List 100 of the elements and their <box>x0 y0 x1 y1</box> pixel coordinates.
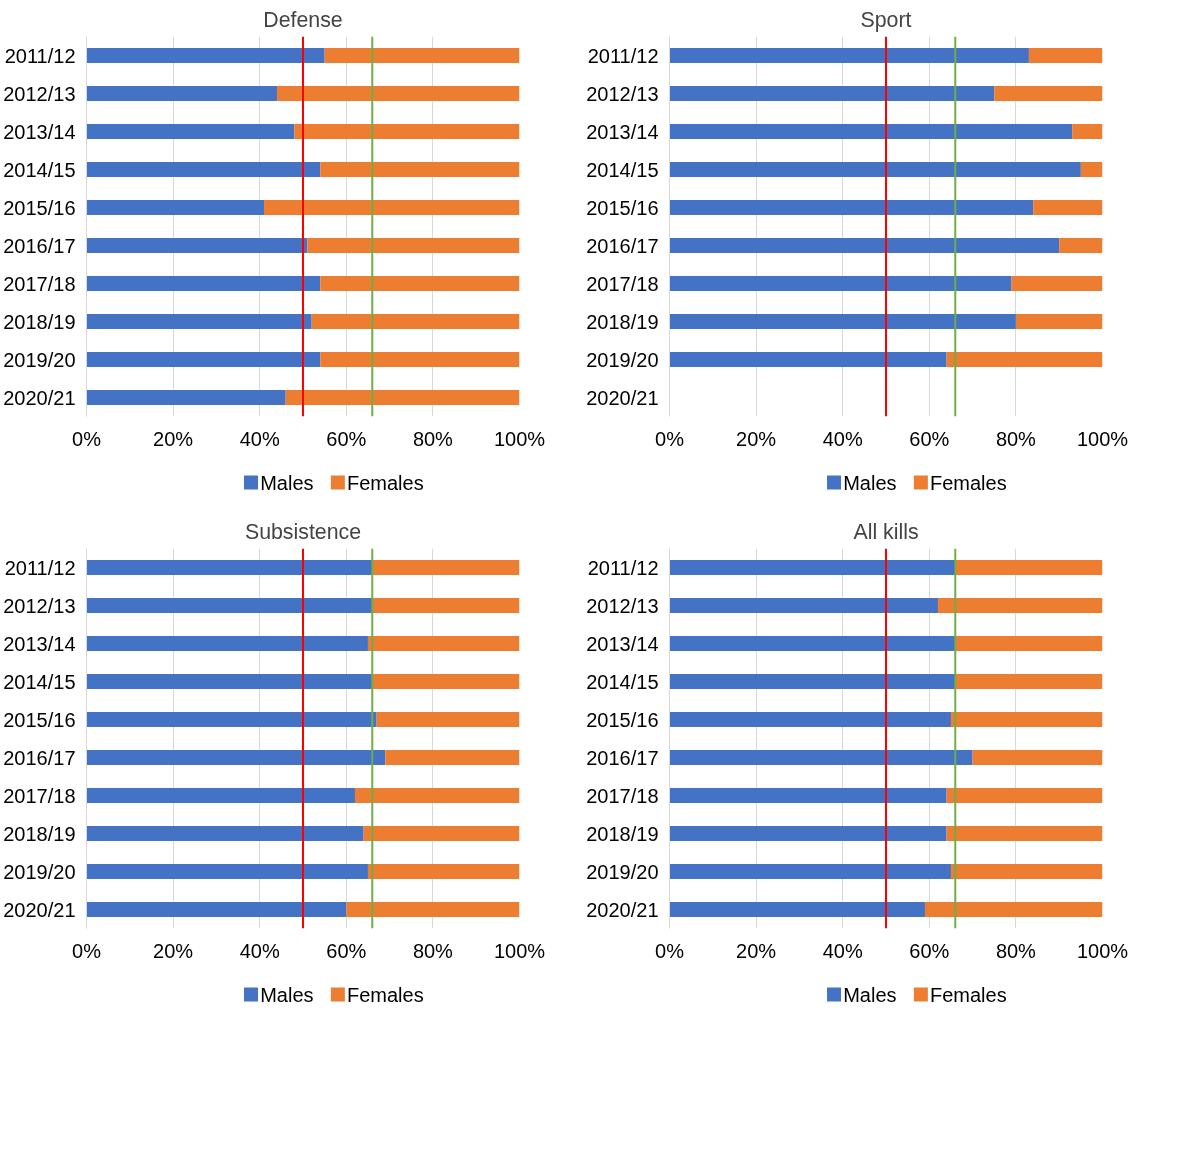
x-tick-label: 60% <box>909 427 950 450</box>
bar <box>1033 199 1103 216</box>
y-tick-label: 2016/17 <box>3 746 76 769</box>
y-tick-label: 2016/17 <box>586 746 659 769</box>
bar <box>669 863 951 880</box>
y-tick-label: 2017/18 <box>3 272 76 295</box>
y-tick-label: 2017/18 <box>3 784 76 807</box>
x-tick-label: 100% <box>1076 939 1129 962</box>
y-tick-label: 2020/21 <box>3 386 76 409</box>
bar <box>320 161 520 178</box>
bar <box>669 123 1073 140</box>
y-tick-label: 2011/12 <box>4 556 76 579</box>
bar <box>669 351 947 368</box>
bar <box>86 635 368 652</box>
y-tick-label: 2017/18 <box>586 272 659 295</box>
bar <box>1072 123 1103 140</box>
x-tick-label: 20% <box>736 427 777 450</box>
y-tick-label: 2019/20 <box>3 860 76 883</box>
y-tick-label: 2014/15 <box>3 670 76 693</box>
chart-title: Defense <box>263 7 343 32</box>
x-tick-label: 0% <box>655 427 685 450</box>
y-tick-label: 2015/16 <box>586 196 659 219</box>
bar <box>285 389 520 406</box>
bar <box>346 901 520 918</box>
y-tick-label: 2016/17 <box>586 234 659 257</box>
bar <box>950 863 1103 880</box>
y-tick-label: 2012/13 <box>586 594 659 617</box>
x-tick-label: 40% <box>239 939 280 962</box>
bar <box>372 597 520 614</box>
bar <box>86 389 286 406</box>
y-tick-label: 2020/21 <box>3 898 76 921</box>
bar <box>946 825 1103 842</box>
x-tick-label: 20% <box>153 427 194 450</box>
legend-label: Males <box>260 471 314 494</box>
bar <box>669 161 1081 178</box>
bar <box>1011 275 1103 292</box>
x-tick-label: 0% <box>655 939 685 962</box>
y-tick-label: 2018/19 <box>3 310 76 333</box>
y-tick-label: 2019/20 <box>586 348 659 371</box>
chart-title: All kills <box>853 519 919 544</box>
legend-label: Females <box>346 983 424 1006</box>
bar <box>354 787 520 804</box>
bar <box>669 237 1060 254</box>
bar <box>363 825 520 842</box>
y-tick-label: 2013/14 <box>586 632 659 655</box>
bar <box>86 559 373 576</box>
bar <box>86 901 347 918</box>
bar <box>669 559 956 576</box>
bar <box>669 787 947 804</box>
x-tick-label: 20% <box>153 939 194 962</box>
bar <box>1015 313 1103 330</box>
bar <box>950 711 1103 728</box>
bar <box>669 275 1012 292</box>
y-tick-label: 2018/19 <box>3 822 76 845</box>
bar <box>86 825 364 842</box>
x-tick-label: 20% <box>736 939 777 962</box>
y-tick-label: 2018/19 <box>586 310 659 333</box>
bar <box>86 313 312 330</box>
bar <box>669 199 1034 216</box>
bar <box>1028 47 1103 64</box>
x-tick-label: 80% <box>995 427 1037 450</box>
y-tick-label: 2012/13 <box>3 594 76 617</box>
legend-label: Females <box>929 471 1007 494</box>
bar <box>86 749 386 766</box>
x-tick-label: 40% <box>822 427 863 450</box>
bar <box>86 275 321 292</box>
x-tick-label: 0% <box>72 939 102 962</box>
bar <box>669 47 1029 64</box>
y-tick-label: 2018/19 <box>586 822 659 845</box>
bar <box>307 237 520 254</box>
bar <box>669 313 1016 330</box>
x-tick-label: 80% <box>412 427 454 450</box>
bar <box>372 673 520 690</box>
x-tick-label: 60% <box>326 939 367 962</box>
y-tick-label: 2014/15 <box>3 158 76 181</box>
y-tick-label: 2017/18 <box>586 784 659 807</box>
bar <box>86 787 355 804</box>
bar <box>320 275 520 292</box>
bar <box>955 635 1103 652</box>
x-tick-label: 80% <box>995 939 1037 962</box>
legend-label: Females <box>346 471 424 494</box>
bar <box>955 673 1103 690</box>
x-tick-label: 40% <box>239 427 280 450</box>
y-tick-label: 2019/20 <box>586 860 659 883</box>
bar <box>924 901 1103 918</box>
bar <box>669 711 951 728</box>
bar <box>367 635 520 652</box>
y-tick-label: 2014/15 <box>586 670 659 693</box>
bar <box>311 313 520 330</box>
bar <box>86 597 373 614</box>
bar <box>669 825 947 842</box>
bar <box>86 237 308 254</box>
chart-title: Subsistence <box>244 519 362 544</box>
bar <box>385 749 520 766</box>
x-tick-label: 60% <box>909 939 950 962</box>
bar <box>972 749 1103 766</box>
bar <box>86 351 321 368</box>
y-tick-label: 2013/14 <box>586 120 659 143</box>
bar <box>669 85 995 102</box>
bar <box>669 749 973 766</box>
